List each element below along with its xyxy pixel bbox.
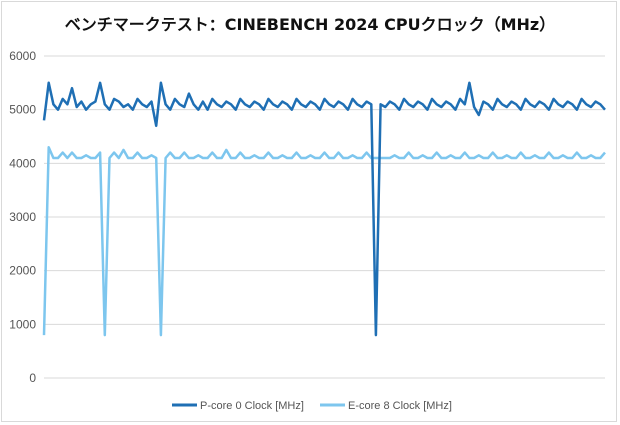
legend-label: E-core 8 Clock [MHz] [348,400,452,412]
legend: P-core 0 Clock [MHz] E-core 8 Clock [MHz] [172,400,452,412]
chart-title: ベンチマークテスト：CINEBENCH 2024 CPUクロック（MHz） [65,15,555,34]
y-tick-label: 6000 [9,49,36,63]
gridlines [44,55,605,379]
y-tick-label: 4000 [9,156,36,170]
series-line-p-core [42,81,606,337]
series-line-e-core [42,145,606,337]
y-tick-label: 1000 [9,317,36,331]
y-tick-label: 5000 [9,103,36,117]
plot-area [42,81,606,337]
y-tick-label: 0 [29,371,36,385]
y-axis: 0 1000 2000 3000 4000 5000 6000 [9,49,36,385]
legend-label: P-core 0 Clock [MHz] [200,400,304,412]
y-tick-label: 3000 [9,210,36,224]
y-tick-label: 2000 [9,264,36,278]
